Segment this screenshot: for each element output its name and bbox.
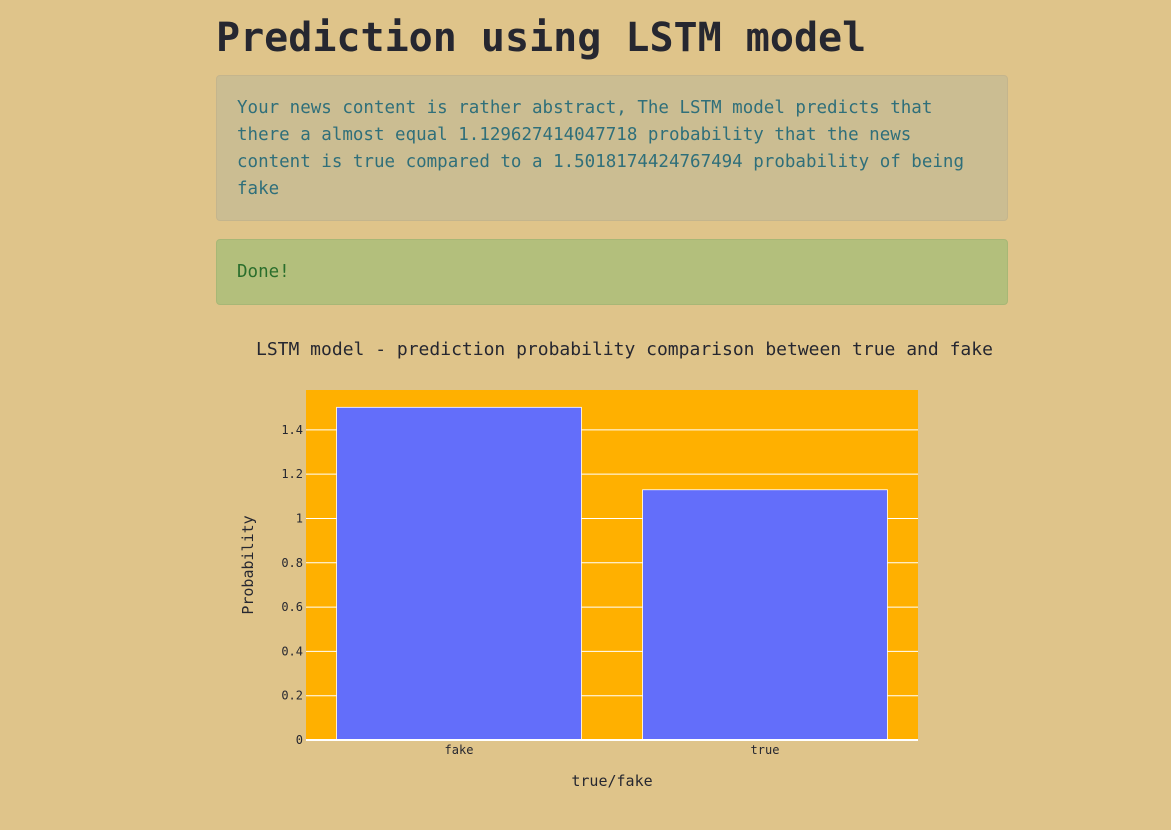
y-tick-label: 0.4 xyxy=(281,644,303,658)
bar-true[interactable] xyxy=(642,489,888,741)
x-tick-label: fake xyxy=(445,743,474,757)
page-title: Prediction using LSTM model xyxy=(216,15,867,61)
success-alert-text: Done! xyxy=(237,262,290,282)
x-axis-title: true/fake xyxy=(571,772,652,790)
y-tick-label: 1 xyxy=(296,511,303,525)
info-alert: Your news content is rather abstract, Th… xyxy=(216,75,1008,221)
y-tick-label: 1.2 xyxy=(281,467,303,481)
y-axis-title: Probability xyxy=(239,515,257,614)
y-tick-label: 0 xyxy=(296,733,303,747)
y-tick-label: 0.8 xyxy=(281,556,303,570)
chart-title: LSTM model - prediction probability comp… xyxy=(256,339,993,360)
bar-chart[interactable]: LSTM model - prediction probability comp… xyxy=(216,330,1008,800)
y-tick-label: 0.2 xyxy=(281,689,303,703)
chart-plot-svg[interactable]: 0 0.2 0.4 0.6 0.8 1 1.2 1.4 fake true true/fake Pro… xyxy=(216,330,1008,800)
y-tick-label: 1.4 xyxy=(281,423,303,437)
success-alert: Done! xyxy=(216,239,1008,305)
y-tick-label: 0.6 xyxy=(281,600,303,614)
info-alert-text: Your news content is rather abstract, Th… xyxy=(237,98,964,199)
x-tick-label: true xyxy=(751,743,780,757)
bar-fake[interactable] xyxy=(336,406,582,741)
